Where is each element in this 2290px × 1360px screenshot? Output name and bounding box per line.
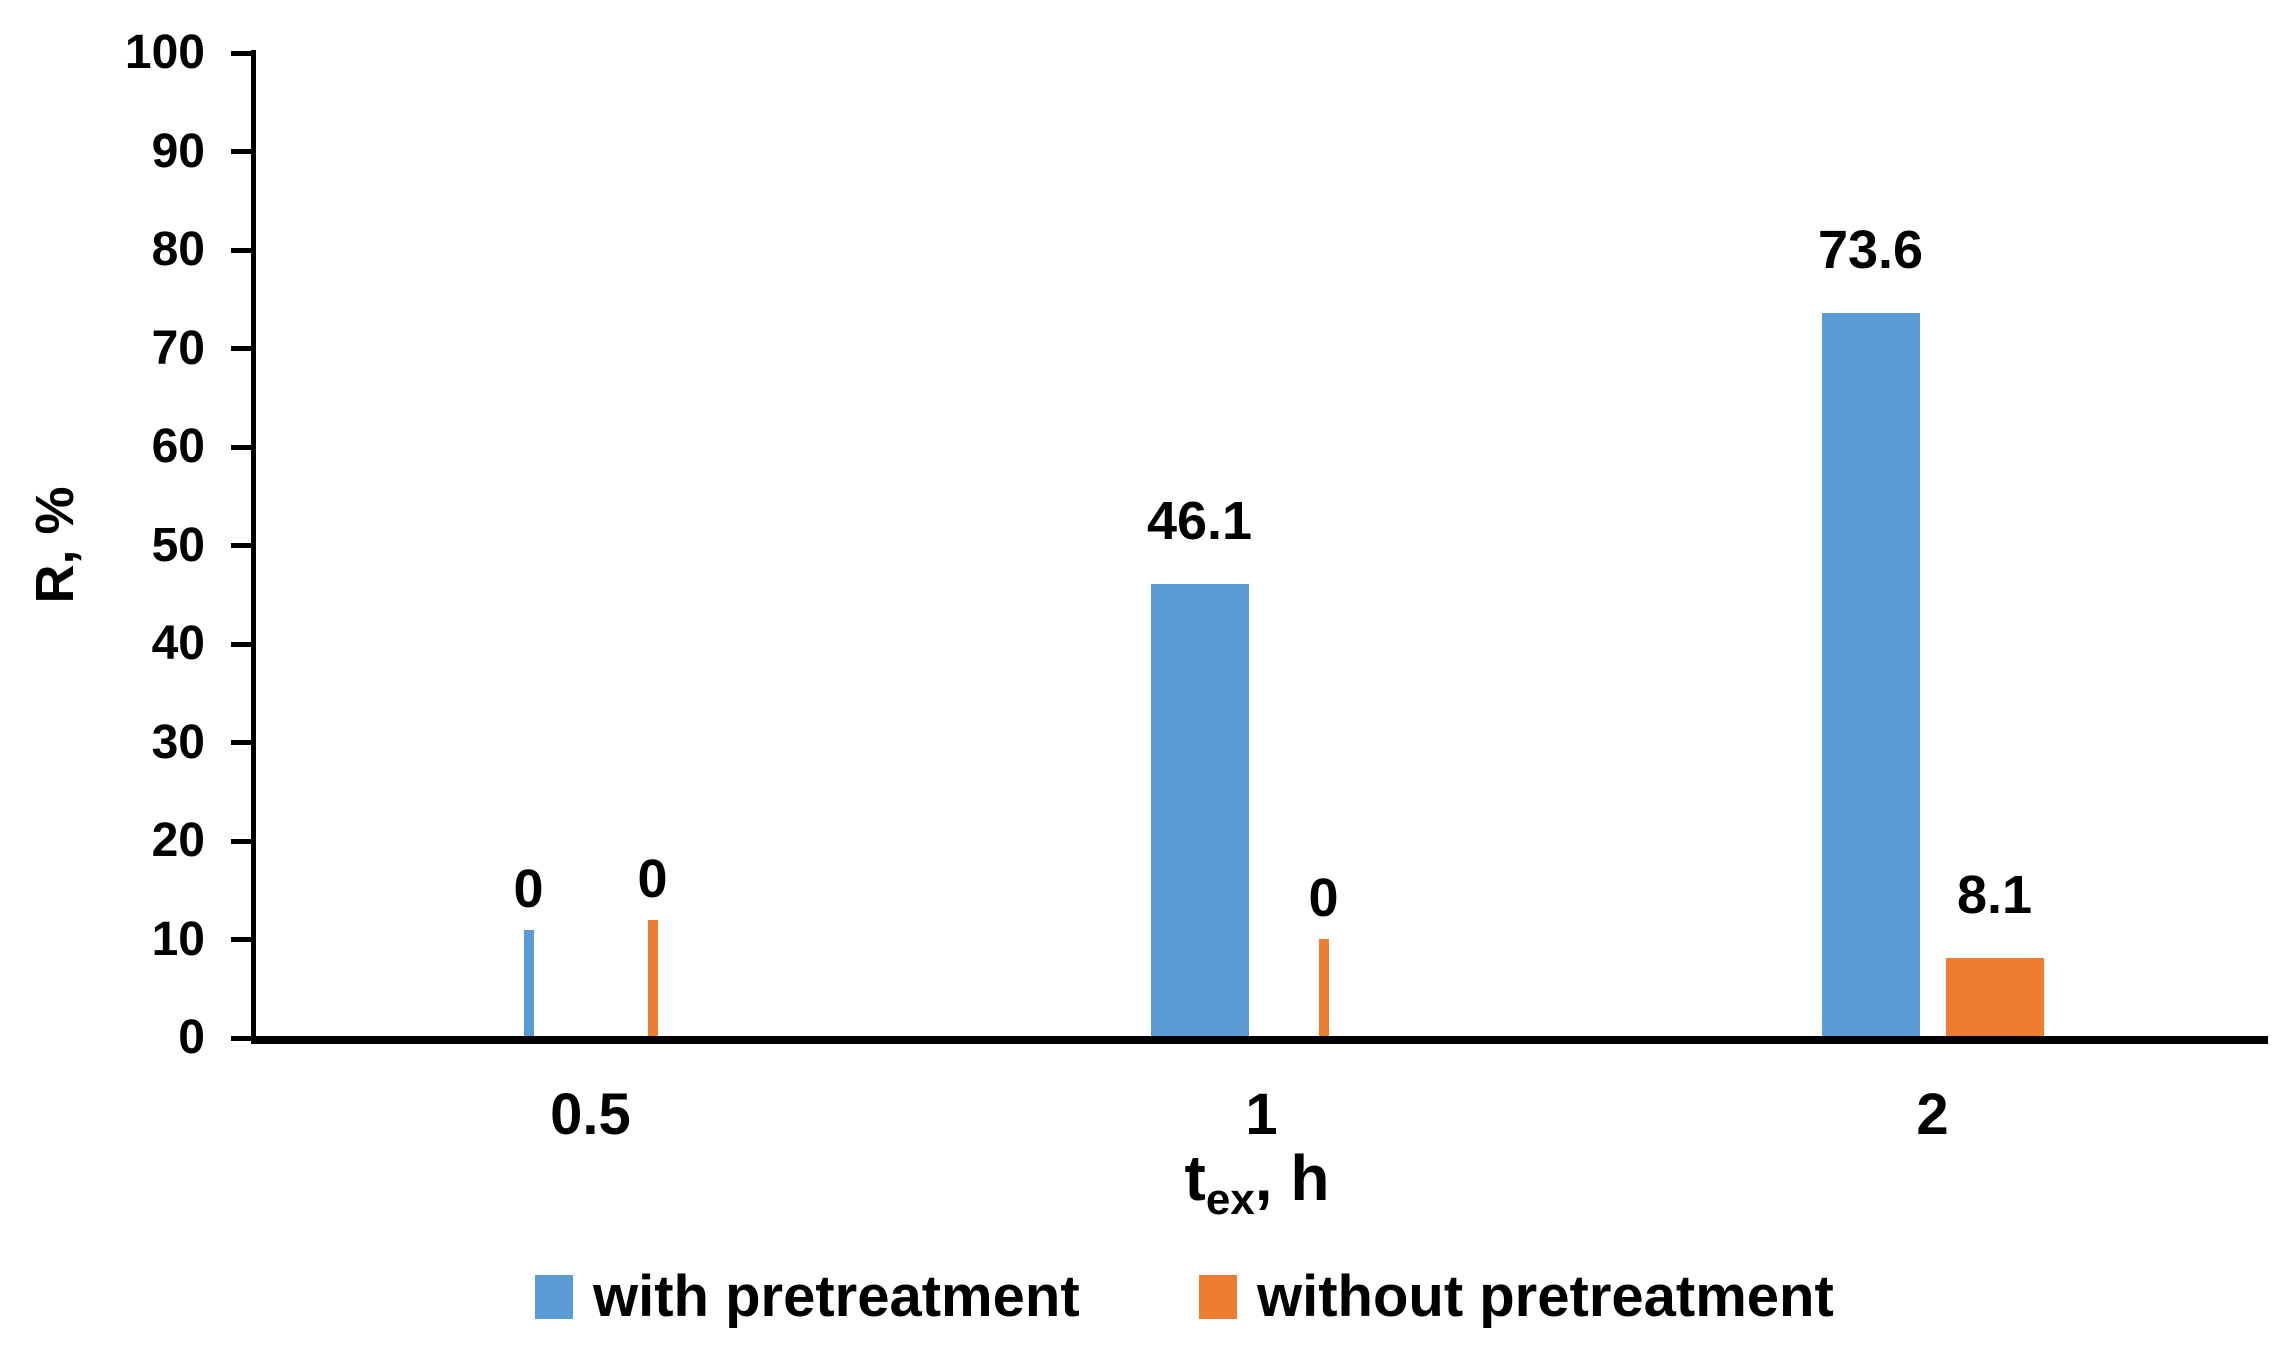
y-tick-label-20: 20 <box>151 814 205 867</box>
y-tick-40 <box>231 641 252 647</box>
y-tick-100 <box>231 50 252 56</box>
y-tick-60 <box>231 444 252 450</box>
data-label-with-pretreatment-2: 73.6 <box>1817 220 1924 281</box>
y-tick-label-30: 30 <box>151 715 205 769</box>
bar-with-pretreatment-2 <box>1821 313 1920 1036</box>
data-label-without-pretreatment-1: 0 <box>1308 868 1339 928</box>
data-label-with-pretreatment-1: 46.1 <box>1146 490 1253 551</box>
y-tick-label-80: 80 <box>151 223 205 276</box>
zero-marker-without-pretreatment-0.5 <box>647 920 658 1036</box>
x-category-label-2: 2 <box>1916 1082 1949 1147</box>
y-tick-10 <box>231 937 252 942</box>
y-tick-20 <box>231 838 252 844</box>
x-axis-title-rest: , h <box>1254 1142 1330 1214</box>
legend-label-without-pretreatment: without pretreatment <box>1257 1264 1834 1329</box>
x-category-label-1: 1 <box>1245 1082 1278 1147</box>
y-tick-50 <box>231 543 252 548</box>
x-axis-title-base: t <box>1184 1142 1206 1214</box>
data-label-with-pretreatment-0.5: 0 <box>513 859 544 919</box>
legend-swatch-with-pretreatment-icon <box>535 1275 573 1319</box>
legend-item-with-pretreatment: with pretreatment <box>535 1264 1080 1329</box>
data-label-without-pretreatment-2: 8.1 <box>1956 865 2033 926</box>
legend-label-with-pretreatment: with pretreatment <box>593 1264 1080 1329</box>
y-tick-label-50: 50 <box>151 518 205 572</box>
legend-item-without-pretreatment: without pretreatment <box>1199 1264 1834 1329</box>
y-tick-70 <box>231 346 252 351</box>
y-tick-80 <box>231 247 252 253</box>
y-tick-label-40: 40 <box>151 617 205 670</box>
y-tick-label-70: 70 <box>151 321 205 375</box>
y-tick-label-90: 90 <box>151 124 205 178</box>
y-tick-30 <box>231 740 252 745</box>
legend-swatch-without-pretreatment-icon <box>1199 1275 1237 1319</box>
zero-marker-without-pretreatment-1 <box>1318 939 1329 1036</box>
y-tick-90 <box>231 149 252 154</box>
bar-without-pretreatment-2 <box>1945 958 2044 1036</box>
y-tick-0 <box>231 1035 252 1041</box>
x-axis-title: tex, h <box>957 1146 1557 1224</box>
bar-with-pretreatment-1 <box>1150 583 1249 1036</box>
y-tick-label-100: 100 <box>124 26 205 79</box>
data-label-without-pretreatment-0.5: 0 <box>637 849 668 909</box>
y-tick-label-60: 60 <box>151 420 205 473</box>
zero-marker-with-pretreatment-0.5 <box>523 930 534 1036</box>
x-axis-title-subscript: ex <box>1205 1175 1255 1224</box>
y-axis-line <box>251 50 256 1044</box>
y-tick-label-0: 0 <box>178 1011 205 1064</box>
x-category-label-0.5: 0.5 <box>550 1082 631 1147</box>
x-axis-line <box>251 1036 2268 1044</box>
y-tick-label-10: 10 <box>151 912 205 966</box>
